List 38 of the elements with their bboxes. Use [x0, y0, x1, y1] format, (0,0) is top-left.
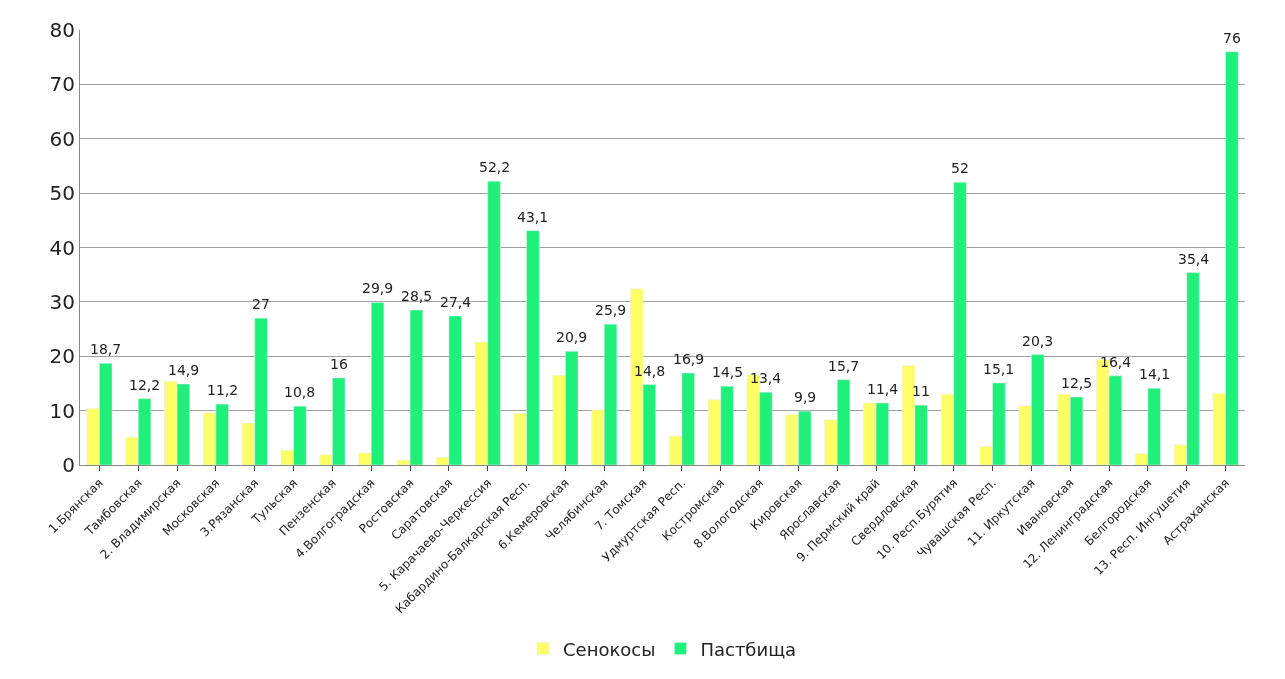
y-tick-label: 50: [49, 181, 75, 206]
data-label: 29,9: [362, 280, 394, 296]
data-label: 12,5: [1061, 375, 1093, 391]
data-label: 27,4: [440, 294, 472, 310]
data-label: 52: [951, 160, 969, 176]
data-label: 11,2: [207, 382, 239, 398]
data-label: 12,2: [129, 377, 161, 393]
y-tick-label: 30: [49, 289, 75, 314]
data-label: 20,3: [1022, 333, 1054, 349]
data-label: 14,5: [712, 364, 744, 380]
data-label: 10,8: [284, 384, 316, 400]
legend-label: Пастбища: [700, 638, 797, 660]
data-label: 16,9: [673, 351, 705, 367]
data-label: 16,4: [1100, 354, 1132, 370]
y-tick-label: 0: [62, 453, 75, 477]
data-label: 20,9: [556, 329, 588, 345]
data-label: 15,1: [983, 361, 1015, 377]
y-tick-label: 70: [49, 72, 75, 97]
data-label: 25,9: [595, 302, 627, 318]
y-tick-label: 10: [49, 398, 75, 423]
data-label: 15,7: [828, 358, 860, 374]
data-label: 35,4: [1178, 251, 1210, 267]
data-label: 43,1: [517, 209, 549, 225]
data-label: 14,9: [168, 362, 200, 378]
data-label: 76: [1223, 30, 1241, 46]
data-label: 16: [330, 356, 348, 372]
data-label: 11,4: [867, 381, 899, 397]
data-label: 9,9: [794, 389, 817, 405]
y-tick-label: 80: [49, 18, 75, 42]
legend-label: Сенокосы: [563, 638, 656, 660]
y-tick-label: 20: [49, 344, 75, 369]
data-label: 52,2: [479, 159, 511, 175]
y-tick-label: 60: [49, 126, 75, 151]
y-tick-label: 40: [49, 235, 75, 260]
data-label: 28,5: [401, 288, 433, 304]
data-label: 27: [252, 296, 270, 312]
data-label: 14,1: [1139, 366, 1171, 382]
data-label: 18,7: [90, 341, 122, 357]
